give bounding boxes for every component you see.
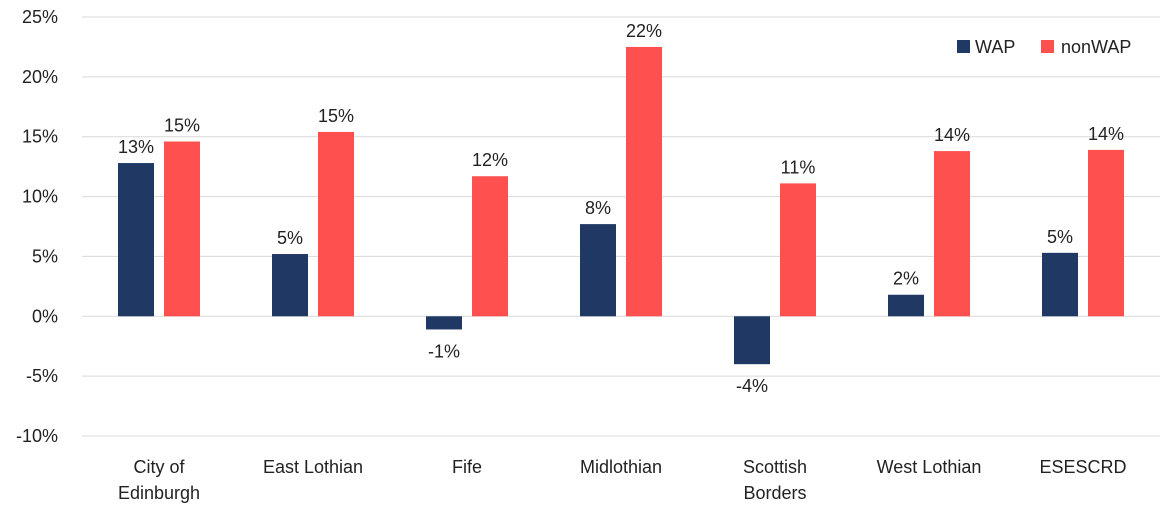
y-tick-label: 0%: [32, 306, 58, 326]
y-tick-label: 15%: [22, 127, 58, 147]
bar-wap: [1042, 252, 1078, 317]
bar-wap: [888, 294, 924, 317]
bar-nonwap: [318, 131, 354, 317]
category-label: City of: [133, 457, 185, 477]
category-label: Midlothian: [580, 457, 662, 477]
legend-swatch: [1041, 40, 1054, 53]
bar-nonwap: [1088, 149, 1124, 317]
data-label: 5%: [277, 228, 303, 248]
category-label: Borders: [743, 483, 806, 503]
data-label: 5%: [1047, 227, 1073, 247]
data-label: 14%: [1088, 124, 1124, 144]
x-axis-categories: City of Edinburgh East Lothian Fife Midlothi…: [118, 457, 1127, 503]
bars: [118, 46, 1124, 365]
data-label: 15%: [318, 106, 354, 126]
bar-nonwap: [934, 151, 970, 317]
legend-label: nonWAP: [1061, 37, 1131, 57]
category-label: West Lothian: [877, 457, 982, 477]
bar-wap: [426, 316, 462, 330]
data-label: 22%: [626, 21, 662, 41]
bar-wap: [580, 224, 616, 317]
category-label: East Lothian: [263, 457, 363, 477]
legend-swatch: [957, 40, 970, 53]
y-tick-label: 20%: [22, 67, 58, 87]
y-tick-label: -5%: [26, 366, 58, 386]
y-tick-label: -10%: [16, 426, 58, 446]
data-label: 11%: [781, 157, 816, 177]
data-label: -1%: [428, 341, 460, 361]
bar-nonwap: [472, 176, 508, 317]
bar-wap: [118, 163, 154, 317]
data-label: 2%: [893, 269, 919, 289]
bar-nonwap: [626, 46, 662, 317]
data-label: 12%: [472, 150, 508, 170]
y-tick-label: 5%: [32, 246, 58, 266]
data-label: 13%: [118, 137, 154, 157]
legend: WAP nonWAP: [957, 37, 1131, 57]
category-label: Edinburgh: [118, 483, 200, 503]
bar-nonwap: [780, 183, 816, 317]
y-tick-label: 25%: [22, 7, 58, 27]
y-axis-ticks: -10% -5% 0% 5% 10% 15% 20% 25%: [16, 7, 58, 446]
data-label: 8%: [585, 198, 611, 218]
data-label: -4%: [736, 376, 768, 396]
category-label: Scottish: [743, 457, 807, 477]
y-tick-label: 10%: [22, 187, 58, 207]
data-label: 15%: [164, 116, 200, 136]
gridlines: [82, 16, 1160, 437]
legend-label: WAP: [975, 37, 1015, 57]
data-labels: 13% 15% 5% 15% -1% 12% 8% 22% -4% 11% 2% 14% 5% 14%: [118, 21, 1124, 396]
bar-wap: [734, 316, 770, 365]
bar-nonwap: [164, 141, 200, 317]
data-label: 14%: [934, 125, 970, 145]
category-label: ESESCRD: [1039, 457, 1126, 477]
category-label: Fife: [452, 457, 482, 477]
bar-wap: [272, 254, 308, 317]
